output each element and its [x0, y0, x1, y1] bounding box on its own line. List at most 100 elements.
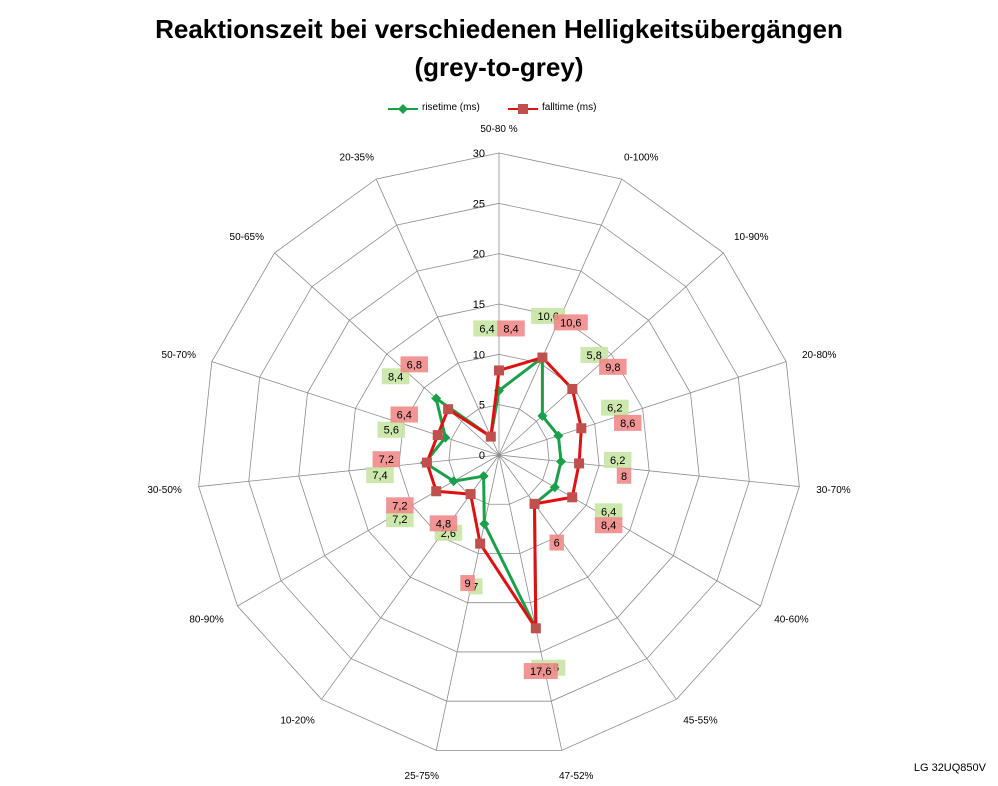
falltime-data-label-bg	[400, 356, 429, 373]
falltime-point	[567, 492, 578, 503]
risetime-data-label: 5,6	[384, 425, 399, 437]
falltime-data-label: 6,4	[397, 410, 412, 422]
falltime-data-label: 7,2	[379, 454, 394, 466]
category-label: 80-90%	[189, 615, 224, 626]
r-tick-label: 30	[473, 148, 485, 160]
risetime-point	[479, 518, 490, 529]
risetime-data-label-bg	[473, 320, 501, 337]
falltime-data-label-bg	[594, 517, 623, 534]
series-line-risetime	[423, 356, 563, 630]
falltime-data-label: 8,4	[503, 323, 518, 335]
falltime-point	[494, 365, 504, 376]
chart-title-line1: Reaktionszeit bei verschiedenen Helligke…	[155, 14, 843, 44]
grid-spoke-6	[498, 454, 677, 700]
category-label: 40-60%	[774, 615, 809, 626]
risetime-point	[448, 476, 459, 487]
falltime-point	[465, 489, 476, 500]
risetime-data-label: 7,4	[372, 470, 387, 482]
falltime-data-label-bg	[497, 320, 525, 337]
falltime-point	[475, 538, 486, 549]
category-label: 10-90%	[734, 232, 769, 243]
risetime-point	[556, 456, 567, 467]
r-tick-label: 5	[479, 400, 485, 412]
category-label: 50-65%	[230, 232, 265, 243]
category-label: 50-80 %	[480, 124, 517, 135]
falltime-data-label: 8,6	[620, 418, 635, 430]
risetime-data-label: 6,4	[601, 506, 616, 518]
falltime-data-label: 6,8	[407, 359, 422, 371]
category-label: 20-80%	[802, 350, 837, 361]
falltime-data-label-bg	[523, 663, 558, 680]
category-label: 25-75%	[405, 771, 440, 782]
falltime-data-label-bg	[553, 314, 588, 331]
grid-ring-30	[198, 152, 800, 751]
risetime-point	[549, 482, 560, 493]
falltime-point	[529, 498, 540, 509]
r-tick-label: 0	[479, 450, 485, 462]
falltime-data-label: 10,6	[560, 317, 581, 329]
grid-spoke-11	[198, 454, 500, 487]
risetime-data-label-bg	[386, 511, 414, 528]
falltime-point	[576, 423, 587, 434]
category-label: 20-35%	[340, 152, 375, 163]
risetime-data-label: 6,4	[479, 323, 494, 335]
category-label: 45-55%	[683, 716, 718, 727]
risetime-data-label: 10,6	[537, 311, 558, 323]
falltime-data-label: 9,8	[605, 362, 620, 374]
falltime-data-label-bg	[386, 497, 414, 514]
falltime-point	[567, 383, 578, 394]
legend-risetime-marker	[388, 104, 418, 114]
grid-ring-15	[348, 303, 650, 604]
r-tick-label: 20	[473, 249, 485, 261]
falltime-data-label: 17,6	[530, 666, 551, 678]
falltime-data-label-bg	[616, 467, 632, 484]
risetime-point	[440, 432, 451, 443]
category-label: 30-70%	[816, 485, 851, 496]
falltime-data-label: 8,4	[601, 520, 616, 532]
falltime-point	[431, 486, 442, 497]
falltime-point	[530, 623, 541, 634]
chart-title-line2: (grey-to-grey)	[414, 52, 584, 82]
falltime-data-label-bg	[549, 534, 564, 551]
category-label: 0-100%	[624, 152, 659, 163]
risetime-data-label: 6,2	[610, 455, 625, 467]
r-tick-label: 15	[473, 299, 485, 311]
grid-spoke-5	[498, 454, 761, 607]
legend-risetime-label: risetime (ms)	[422, 102, 480, 113]
grid-spoke-3	[498, 361, 787, 456]
series-line-falltime	[425, 356, 583, 630]
risetime-point	[431, 393, 442, 404]
category-label: 10-20%	[280, 716, 315, 727]
falltime-point	[574, 458, 585, 469]
risetime-data-label-bg	[594, 503, 623, 520]
falltime-point	[485, 431, 496, 442]
falltime-data-label-bg	[429, 515, 458, 532]
risetime-point	[553, 430, 564, 441]
grid-spoke-7	[498, 454, 563, 751]
r-tick-label: 25	[473, 198, 485, 210]
risetime-data-label-bg	[601, 399, 629, 416]
grid-spoke-8	[435, 454, 500, 751]
category-label: 47-52%	[559, 771, 594, 782]
risetime-point	[478, 471, 489, 482]
falltime-data-label-bg	[614, 414, 642, 431]
grid-spoke-2	[498, 252, 724, 456]
risetime-data-label: 5,8	[587, 350, 602, 362]
falltime-point	[432, 430, 443, 441]
risetime-point	[537, 410, 548, 421]
grid-spoke-14	[375, 178, 500, 456]
grid-ring-25	[248, 202, 750, 702]
risetime-data-label-bg	[377, 421, 406, 438]
falltime-data-label: 6	[554, 538, 560, 550]
risetime-data-label: 7,2	[392, 514, 407, 526]
category-label: 30-50%	[147, 485, 182, 496]
risetime-data-label: 7	[472, 581, 478, 593]
risetime-data-label: 8,4	[388, 371, 403, 383]
risetime-data-label: 6,2	[607, 403, 622, 415]
falltime-data-label: 9	[465, 578, 471, 590]
falltime-data-label-bg	[372, 451, 401, 468]
risetime-data-label-bg	[366, 467, 394, 484]
grid-ring-20	[298, 253, 700, 653]
grid-spoke-12	[211, 361, 500, 456]
